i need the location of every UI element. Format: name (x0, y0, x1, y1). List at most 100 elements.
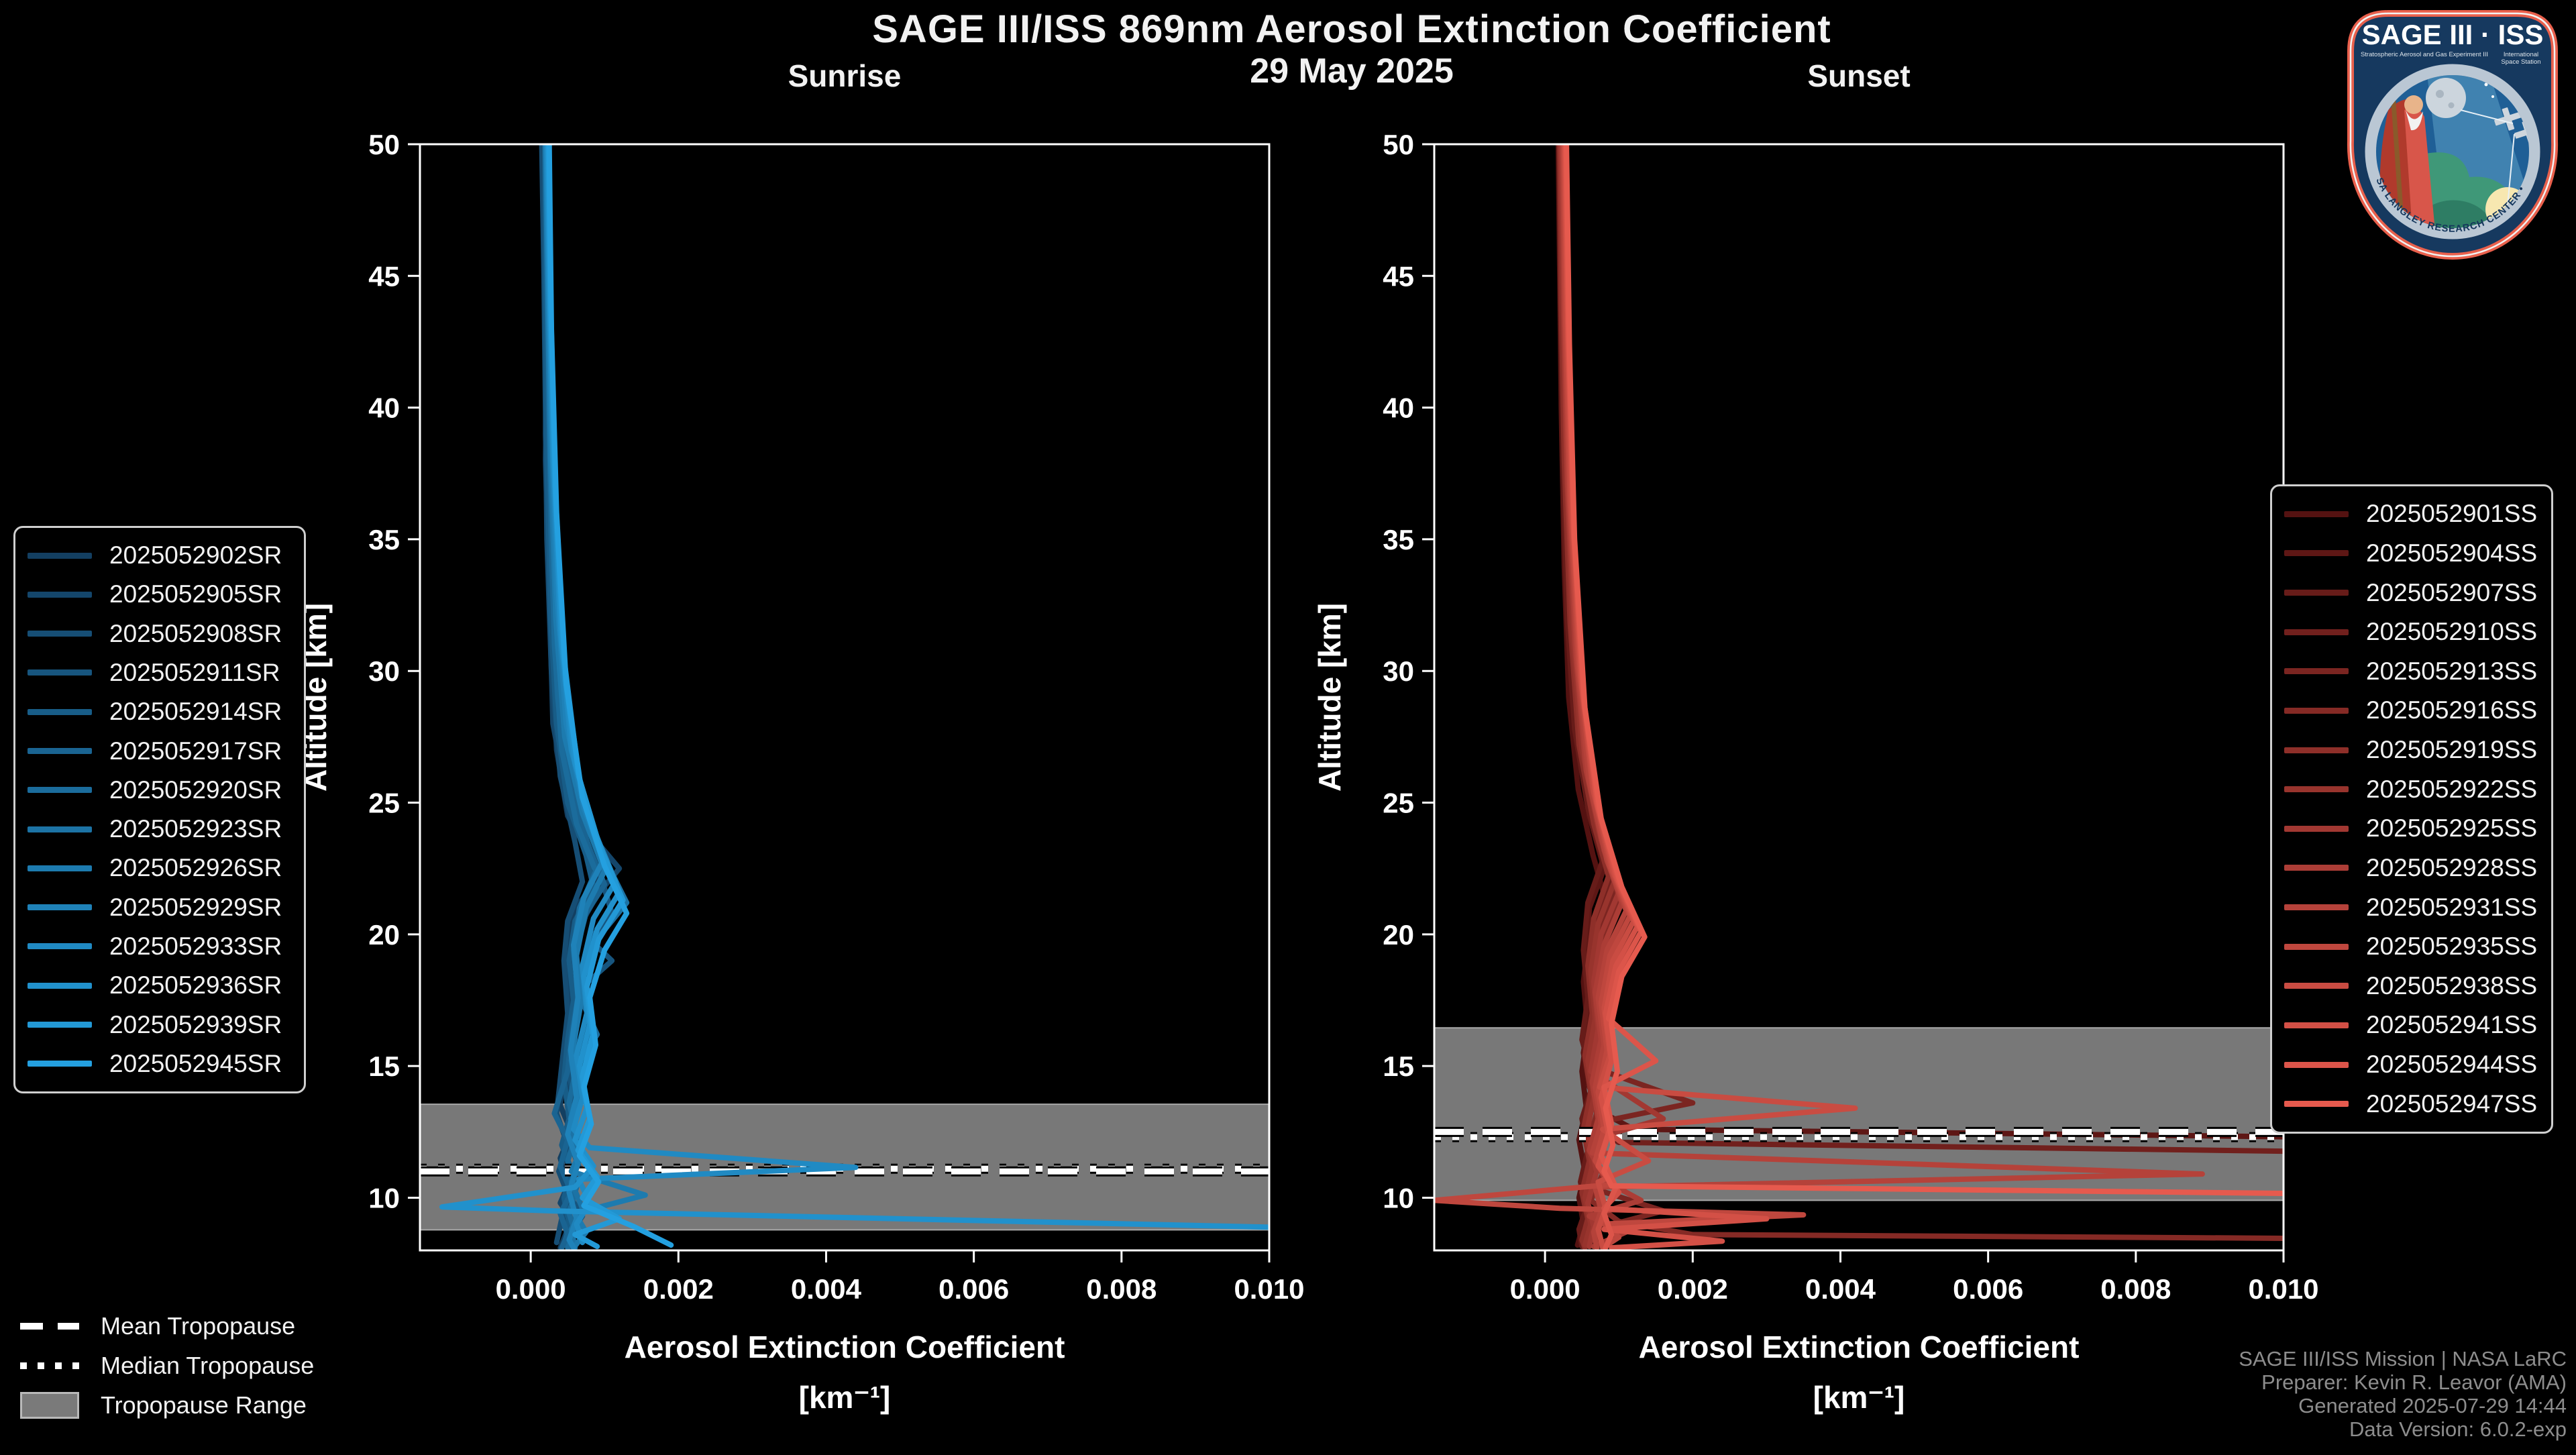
legend-line-swatch-icon (2284, 550, 2349, 557)
legend-line-swatch-icon (2284, 943, 2349, 950)
legend-event-label: 2025052945SR (109, 1049, 282, 1077)
legend-line-swatch-icon (28, 943, 92, 950)
patch-subtitle-right-1: International (2504, 51, 2538, 58)
x-axis-label: Aerosol Extinction Coefficient (625, 1330, 1065, 1364)
patch-subtitle-right-2: Space Station (2501, 58, 2540, 66)
y-tick-label: 50 (1383, 129, 1414, 160)
sunrise-plot-svg: 0.000 0.002 0.004 0.006 0.008 0.010 10 15 20 25 30… (298, 129, 1305, 1415)
axes-spines (419, 143, 1271, 1252)
legend-event-label: 2025052923SR (109, 815, 282, 843)
legend-line-swatch-icon (2284, 1101, 2349, 1108)
legend-item-2025052910SS: 2025052910SS (2284, 618, 2539, 646)
legend-item-2025052936SR: 2025052936SR (28, 971, 292, 1000)
sunrise-event-legend: 2025052902SR 2025052905SR 2025052908SR 2025… (13, 526, 306, 1093)
footer-version-line: Data Version: 6.0.2-exp (2349, 1417, 2567, 1441)
legend-event-label: 2025052920SR (109, 775, 282, 804)
y-tick-label: 30 (1383, 655, 1414, 687)
legend-line-swatch-icon (28, 1022, 92, 1028)
legend-item-2025052939SR: 2025052939SR (28, 1011, 292, 1039)
y-tick-label: 15 (1383, 1050, 1414, 1082)
tropopause-legend-row: Tropopause Range (20, 1391, 314, 1419)
tropopause-legend-row: Mean Tropopause (20, 1312, 314, 1340)
y-tick-label: 45 (368, 260, 400, 292)
patch-subtitle-left: Stratospheric Aerosol and Gas Experiment… (2361, 51, 2488, 58)
attribution-footer: SAGE III/ISS Mission | NASA LaRC Prepare… (2239, 1347, 2567, 1441)
y-tick-label: 35 (368, 524, 400, 555)
profile-line-2025052910SS (1557, 144, 2284, 1154)
legend-line-swatch-icon (2284, 590, 2349, 596)
legend-item-2025052933SR: 2025052933SR (28, 932, 292, 961)
legend-item-2025052914SR: 2025052914SR (28, 698, 292, 726)
y-tick-label: 10 (1383, 1182, 1414, 1214)
sunrise-plot-area (420, 144, 1269, 1250)
x-axis-label: Aerosol Extinction Coefficient (1639, 1330, 2080, 1364)
legend-line-swatch-icon (28, 631, 92, 637)
x-tick-label: 0.002 (1658, 1273, 1728, 1305)
legend-line-swatch-icon (28, 669, 92, 676)
legend-line-swatch-icon (2284, 668, 2349, 675)
x-tick-label: 0.010 (2248, 1273, 2318, 1305)
legend-line-swatch-icon (2284, 747, 2349, 753)
legend-event-label: 2025052922SS (2366, 775, 2538, 803)
y-tick-label: 10 (368, 1182, 400, 1214)
legend-line-swatch-icon (28, 982, 92, 989)
legend-item-2025052901SS: 2025052901SS (2284, 500, 2539, 528)
legend-line-swatch-icon (28, 1061, 92, 1067)
legend-item-2025052919SS: 2025052919SS (2284, 736, 2539, 764)
legend-line-swatch-icon (2284, 904, 2349, 911)
legend-item-2025052929SR: 2025052929SR (28, 894, 292, 922)
legend-event-label: 2025052913SS (2366, 657, 2538, 685)
legend-item-2025052920SR: 2025052920SR (28, 776, 292, 804)
legend-line-swatch-icon (28, 748, 92, 755)
legend-event-label: 2025052939SR (109, 1010, 282, 1038)
tropopause-range-label: Tropopause Range (101, 1391, 307, 1419)
legend-item-2025052905SR: 2025052905SR (28, 580, 292, 608)
legend-event-label: 2025052911SR (109, 658, 280, 686)
legend-line-swatch-icon (28, 552, 92, 559)
legend-line-swatch-icon (28, 591, 92, 598)
legend-line-swatch-icon (2284, 510, 2349, 517)
x-axis-unit-label: [km⁻¹] (1813, 1380, 1905, 1415)
mean-tropopause-label: Mean Tropopause (101, 1312, 296, 1340)
legend-item-2025052947SS: 2025052947SS (2284, 1090, 2539, 1118)
sunset-plot: 0.000 0.002 0.004 0.006 0.008 0.010 10 15 20 25 30… (1293, 114, 2337, 1455)
legend-event-label: 2025052917SR (109, 737, 282, 765)
legend-event-label: 2025052926SR (109, 854, 282, 882)
profile-line-2025052945SR (546, 144, 674, 1248)
legend-event-label: 2025052910SS (2366, 618, 2538, 646)
sunset-plot-area (1434, 144, 2284, 1250)
legend-line-swatch-icon (2284, 825, 2349, 832)
legend-line-swatch-icon (2284, 707, 2349, 714)
legend-event-label: 2025052931SS (2366, 893, 2538, 921)
legend-event-label: 2025052902SR (109, 541, 282, 570)
patch-moon (2426, 78, 2466, 118)
profile-line-2025052933SR (544, 144, 859, 1246)
legend-event-label: 2025052935SS (2366, 932, 2538, 961)
tropopause-legend-row: Median Tropopause (20, 1352, 314, 1380)
legend-line-swatch-icon (2284, 865, 2349, 871)
median-tropopause-swatch-icon (20, 1362, 79, 1369)
legend-item-2025052917SR: 2025052917SR (28, 737, 292, 765)
legend-item-2025052926SR: 2025052926SR (28, 854, 292, 882)
y-tick-label: 20 (368, 919, 400, 951)
legend-line-swatch-icon (2284, 1022, 2349, 1028)
tropopause-legend: Mean Tropopause Median Tropopause Tropop… (20, 1312, 314, 1419)
legend-item-2025052944SS: 2025052944SS (2284, 1050, 2539, 1079)
x-tick-label: 0.000 (1510, 1273, 1580, 1305)
y-tick-label: 40 (1383, 392, 1414, 424)
footer-generated-line: Generated 2025-07-29 14:44 (2298, 1394, 2567, 1417)
x-tick-label: 0.004 (791, 1273, 862, 1305)
legend-event-label: 2025052914SR (109, 698, 282, 726)
y-axis-label: Altitude [km] (1312, 603, 1347, 792)
legend-item-2025052916SS: 2025052916SS (2284, 696, 2539, 724)
legend-item-2025052941SS: 2025052941SS (2284, 1011, 2539, 1039)
legend-event-label: 2025052929SR (109, 893, 282, 921)
legend-line-swatch-icon (2284, 1061, 2349, 1068)
legend-event-label: 2025052941SS (2366, 1011, 2538, 1039)
legend-event-label: 2025052928SS (2366, 853, 2538, 881)
legend-item-2025052922SS: 2025052922SS (2284, 775, 2539, 804)
y-tick-label: 50 (368, 129, 400, 160)
x-tick-label: 0.008 (1086, 1273, 1157, 1305)
legend-line-swatch-icon (28, 826, 92, 832)
legend-event-label: 2025052938SS (2366, 971, 2538, 1000)
